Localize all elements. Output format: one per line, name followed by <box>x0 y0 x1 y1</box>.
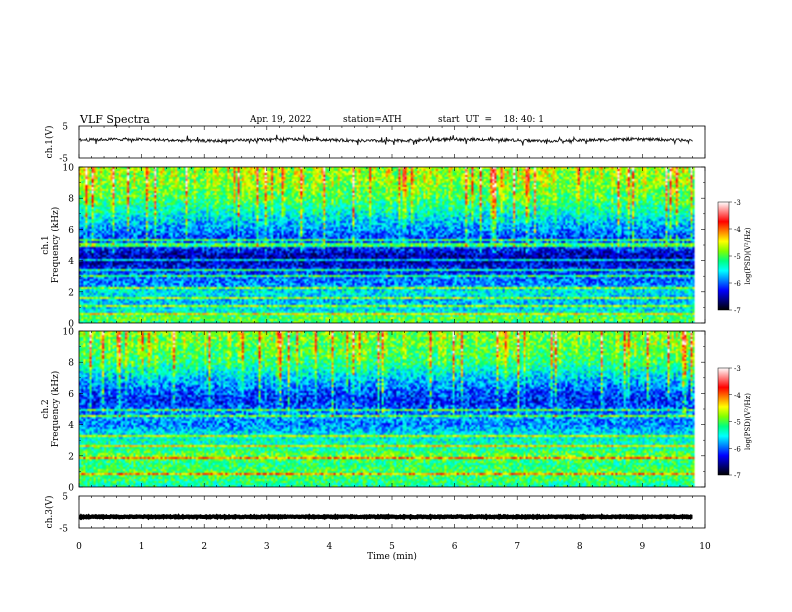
colorbar-tick-label: -6 <box>734 445 741 453</box>
y-tick-label: 6 <box>68 226 74 236</box>
y-tick-label: 0 <box>68 320 74 330</box>
x-tick-label: 0 <box>76 542 82 552</box>
y-tick-label: 4 <box>68 421 74 431</box>
ch2-spectrogram-image <box>79 331 705 487</box>
colorbar-tick-label: -5 <box>734 253 741 261</box>
y-tick-label: 2 <box>68 288 74 298</box>
x-tick-label: 2 <box>201 542 207 552</box>
colorbar-tick-label: -6 <box>734 280 741 288</box>
y-tick-label: 5 <box>62 123 68 133</box>
x-tick-label: 7 <box>514 542 520 552</box>
y-axis-label: ch.3(V) <box>44 496 55 529</box>
y-tick-label: 8 <box>68 359 74 369</box>
x-tick-label: 3 <box>264 542 270 552</box>
colorbar-tick-label: -4 <box>734 226 741 234</box>
y-tick-label: 10 <box>63 328 75 338</box>
colorbar-tick-label: -3 <box>734 365 741 373</box>
colorbar-tick-label: -3 <box>734 199 741 207</box>
figure-title: VLF Spectra <box>80 113 150 126</box>
x-tick-label: 1 <box>139 542 145 552</box>
colorbar <box>717 201 730 311</box>
spectrogram-raster <box>79 167 705 323</box>
panel-frame <box>78 125 706 159</box>
panel-frame <box>78 495 706 529</box>
x-tick-label: 9 <box>640 542 646 552</box>
y-axis-label: Frequency (kHz) <box>50 207 61 284</box>
y-axis-label: Frequency (kHz) <box>50 371 61 448</box>
colorbar-tick-label: -7 <box>734 307 741 315</box>
date-label: Apr. 19, 2022 <box>250 115 312 125</box>
x-tick-label: 5 <box>389 542 395 552</box>
y-tick-label: 2 <box>68 452 74 462</box>
y-tick-label: 0 <box>68 484 74 494</box>
colorbar-label: log(PSD)(V²/Hz) <box>744 227 752 284</box>
y-axis-label: ch.1(V) <box>44 126 55 159</box>
y-tick-label: 6 <box>68 390 74 400</box>
ch1-spectrogram-image <box>79 167 705 323</box>
y-tick-label: 10 <box>63 164 75 174</box>
y-axis-label: ch.2 <box>41 399 51 418</box>
colorbar-tick-label: -5 <box>734 419 741 427</box>
ch1-waveform-line <box>78 134 693 146</box>
x-tick-label: 10 <box>699 542 711 552</box>
x-axis-label: Time (min) <box>367 551 417 562</box>
start-time-label: start UT = 18: 40: 1 <box>438 115 544 125</box>
colorbar-tick-label: -4 <box>734 392 741 400</box>
y-tick-label: 5 <box>62 493 68 503</box>
x-tick-label: 6 <box>452 542 458 552</box>
colorbar <box>717 367 730 476</box>
y-tick-label: 4 <box>68 257 74 267</box>
y-tick-label: -5 <box>59 155 68 165</box>
x-tick-label: 4 <box>327 542 333 552</box>
x-tick-label: 8 <box>577 542 583 552</box>
ch3-waveform-line <box>78 513 693 521</box>
station-label: station=ATH <box>343 115 402 125</box>
colorbar-label: log(PSD)(V²/Hz) <box>744 393 752 450</box>
spectrogram-raster <box>79 331 705 487</box>
y-tick-label: 8 <box>68 195 74 205</box>
y-axis-label: ch.1 <box>41 235 51 254</box>
colorbar-tick-label: -7 <box>734 472 741 480</box>
y-tick-label: -5 <box>59 525 68 535</box>
